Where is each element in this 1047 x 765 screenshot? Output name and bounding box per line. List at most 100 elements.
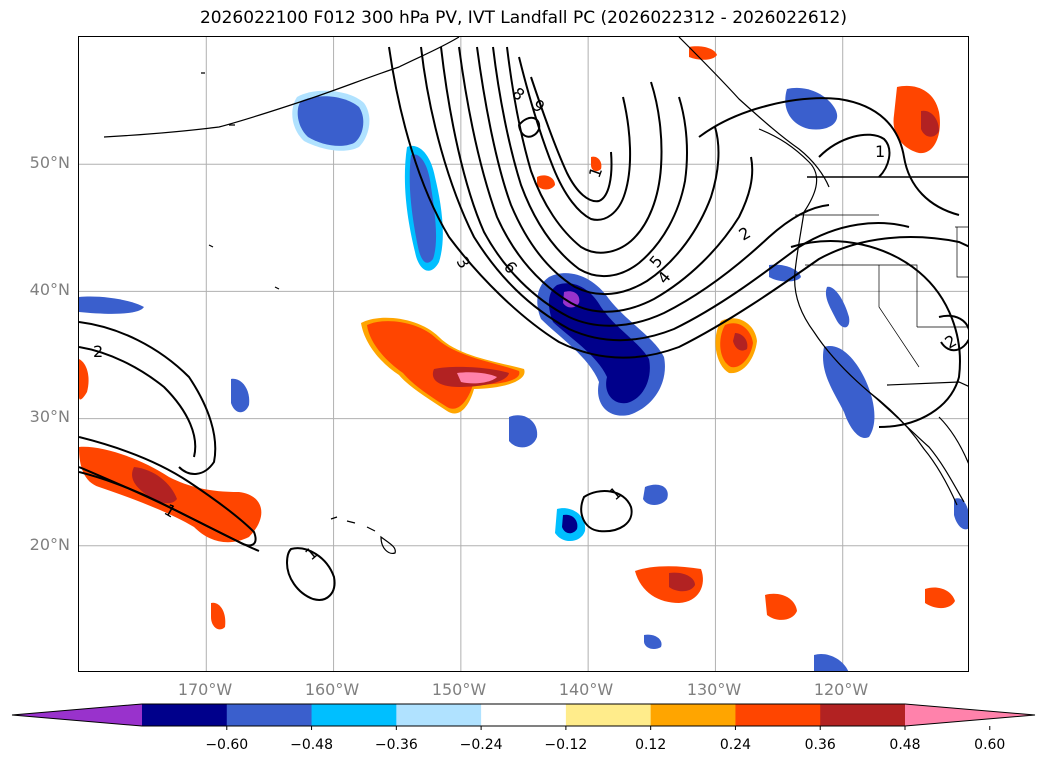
lon-label-150w: 150°W	[431, 680, 487, 699]
contour-line-east-arc	[938, 314, 968, 352]
lon-label-130w: 130°W	[686, 680, 742, 699]
contour-line-6	[492, 46, 688, 278]
anomaly-blob-hawaii-east	[643, 484, 668, 505]
lon-label-120w: 120°W	[813, 680, 869, 699]
contour-line-small-gulf	[517, 116, 541, 138]
colorbar-tick-label: −0.24	[459, 737, 503, 753]
colorbar-cells	[12, 704, 1035, 730]
anomaly-blob-east-pacific-core	[733, 333, 748, 351]
colorbar-tick-label: 0.24	[719, 737, 752, 753]
anomaly-blob-nevada	[825, 286, 850, 328]
colorbar-cell	[142, 704, 228, 726]
colorbar-tick-label: −0.12	[544, 737, 588, 753]
anomaly-blob-central-west	[231, 378, 250, 413]
colorbar-tick-label: −0.60	[205, 737, 249, 753]
contour-label: 4	[654, 268, 675, 288]
contour-line-west-4	[79, 466, 260, 552]
contour-line-coast	[818, 133, 891, 178]
colorbar-tick-label: 0.36	[804, 737, 836, 753]
border-us-mexico	[886, 381, 968, 387]
anomaly-blob-hawaii-west	[211, 602, 226, 630]
contour-label: 2	[736, 223, 754, 245]
contour-label: 3	[453, 254, 475, 272]
anomaly-blob-west-coast-north	[785, 87, 838, 130]
anomaly-blob-tropical-far-east	[765, 593, 797, 620]
anomaly-blob-central-pacific	[509, 415, 538, 448]
coastline-bc	[758, 128, 818, 213]
contour-line-west-1	[79, 321, 217, 475]
anomaly-blob-baja-south	[925, 587, 955, 609]
colorbar-tick-label: 0.12	[635, 737, 667, 753]
anomaly-blob-alberta-core	[921, 110, 939, 137]
contour-line-1-outer	[388, 46, 968, 359]
contour-label: 8	[508, 84, 528, 105]
border-state-or-ca	[805, 264, 918, 327]
lon-label-140w: 140°W	[558, 680, 614, 699]
contour-line-3	[440, 46, 830, 327]
plot-title: 2026022100 F012 300 hPa PV, IVT Landfall…	[199, 8, 847, 28]
anomaly-blob-alaska-gulf-inner	[297, 96, 364, 146]
anomaly-blob-trough-peak	[563, 291, 580, 308]
contour-line-subtropical-ring	[580, 490, 633, 533]
border-state-ca-nv	[878, 265, 920, 368]
colorbar-tick-label: −0.36	[374, 737, 418, 753]
colorbar	[11, 703, 1036, 730]
coastline-west-coast	[794, 211, 965, 503]
contour-line-9	[530, 76, 613, 203]
anomaly-blob-subtropical-ridge-peak	[457, 372, 497, 384]
anomaly-blob-trough-core-mid	[548, 283, 650, 404]
coastlines	[103, 37, 968, 554]
colorbar-cell	[311, 704, 397, 726]
contour-line-4	[458, 46, 754, 313]
colorbar-extend-max	[905, 704, 1035, 726]
contour-lines	[79, 46, 968, 601]
negative-anomaly-regions	[79, 87, 968, 671]
anomaly-blob-small-gulf-2	[591, 156, 602, 172]
lon-label-170w: 170°W	[177, 680, 233, 699]
map-panel: 8 9 1 3 6 5 4 2 1 2 2 1 1 1	[78, 36, 969, 672]
colorbar-cell	[820, 704, 906, 726]
anomaly-blob-oregon	[769, 264, 801, 282]
contour-label: 1	[875, 142, 885, 161]
anomaly-blob-dateline	[79, 296, 144, 314]
contour-line-5	[476, 46, 720, 296]
colorbar-cell	[226, 704, 313, 726]
contour-line-8	[518, 56, 632, 221]
coastline-hawaii	[330, 516, 396, 554]
colorbar-extend-min	[12, 704, 142, 726]
colorbar-cell	[565, 704, 652, 726]
colorbar-cell	[650, 704, 736, 726]
colorbar-tick-label: −0.48	[290, 737, 333, 753]
lat-label-30n: 30°N	[29, 407, 70, 426]
coastline-islands-west	[201, 72, 280, 290]
contour-label: 1	[605, 483, 625, 504]
contour-line-2	[420, 46, 910, 342]
coastline-gulf-california	[938, 416, 968, 464]
lat-label-40n: 40°N	[29, 280, 70, 299]
contour-label: 9	[528, 96, 548, 117]
contour-line-ridge-east	[698, 97, 960, 216]
lon-label-160w: 160°W	[304, 680, 360, 699]
map-canvas: 8 9 1 3 6 5 4 2 1 2 2 1 1 1	[79, 37, 968, 671]
colorbar-tick-label: 0.48	[889, 737, 921, 753]
anomaly-blob-small-gulf	[537, 175, 555, 190]
contour-line-east-ring	[790, 240, 961, 428]
anomaly-blob-west-tropical-core	[132, 467, 177, 504]
anomaly-blob-south-edge	[814, 654, 849, 671]
anomaly-blob-subtropical-inner	[562, 514, 578, 534]
anomaly-blob-ridge-west-inner	[409, 154, 437, 263]
contour-line-west-2	[79, 346, 197, 458]
anomaly-blob-subtropical-ridge-main	[367, 321, 520, 409]
positive-anomaly-regions	[79, 46, 955, 630]
anomaly-blob-small-south	[644, 634, 662, 650]
anomaly-blob-california	[823, 346, 875, 438]
contour-line-hawaii-ring	[285, 547, 336, 601]
colorbar-cell	[735, 704, 821, 726]
lat-label-50n: 50°N	[29, 153, 70, 172]
anomaly-blob-tropical-east-core	[669, 572, 695, 592]
colorbar-tick-label: 0.60	[974, 737, 1006, 753]
coastline-alaska-panhandle	[678, 37, 830, 188]
coastline-baja	[868, 391, 958, 506]
border-state-east	[917, 226, 968, 328]
coastline-alaska	[103, 37, 460, 138]
